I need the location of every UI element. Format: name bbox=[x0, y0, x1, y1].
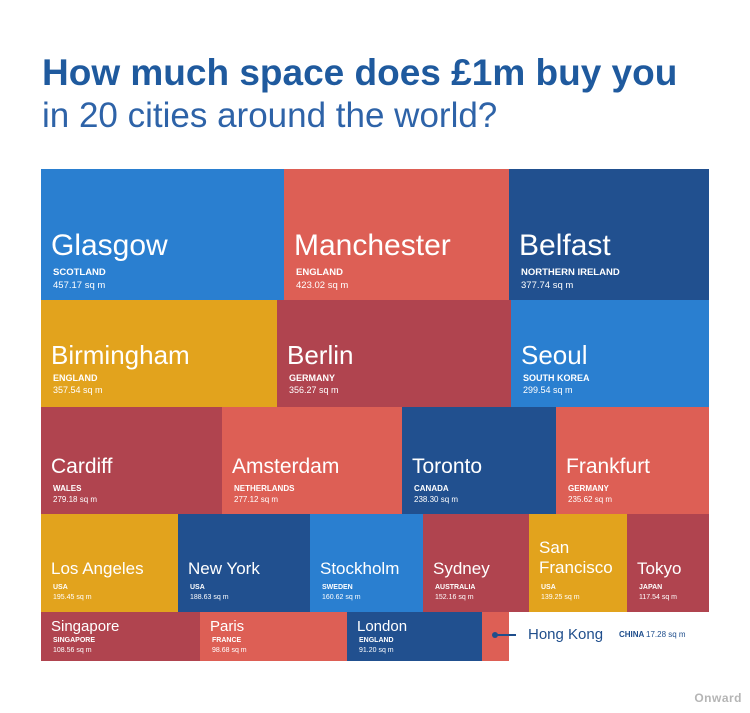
cell-city-name: Stockholm bbox=[320, 559, 400, 578]
cell-city-name: Manchester bbox=[294, 229, 451, 262]
treemap-cell-singapore: Singapore SINGAPORE 108.56 sq m bbox=[41, 612, 200, 661]
treemap-cell-manchester: Manchester ENGLAND 423.02 sq m bbox=[284, 169, 509, 300]
treemap-cell-glasgow: Glasgow SCOTLAND 457.17 sq m bbox=[41, 169, 284, 300]
treemap-cell-cardiff: Cardiff WALES 279.18 sq m bbox=[41, 407, 222, 514]
chart-title: How much space does £1m buy you in 20 ci… bbox=[42, 52, 722, 138]
cell-value: 152.16 sq m bbox=[435, 594, 474, 601]
treemap-cell-new-york: New York USA 188.63 sq m bbox=[178, 514, 310, 612]
cell-value: 377.74 sq m bbox=[521, 280, 574, 291]
cell-country: AUSTRALIA bbox=[435, 584, 476, 591]
cell-city-name: Seoul bbox=[521, 340, 588, 370]
cell-value: 117.54 sq m bbox=[639, 594, 678, 601]
cell-value: 299.54 sq m bbox=[523, 385, 573, 395]
callout-line bbox=[496, 634, 516, 636]
cell-value: 457.17 sq m bbox=[53, 280, 106, 291]
callout-value: 17.28 sq m bbox=[646, 630, 686, 639]
treemap-cell-san-francisco: San Francisco USA 139.25 sq m bbox=[529, 514, 627, 612]
cell-city-name: San Francisco bbox=[539, 538, 613, 578]
cell-value: 108.56 sq m bbox=[53, 647, 92, 654]
cell-city-name: Cardiff bbox=[51, 455, 113, 478]
treemap-cell-berlin: Berlin GERMANY 356.27 sq m bbox=[277, 300, 511, 407]
cell-city-name: Amsterdam bbox=[232, 455, 340, 478]
cell-country: ENGLAND bbox=[53, 373, 98, 383]
cell-city-name: Sydney bbox=[433, 559, 490, 578]
cell-country: SWEDEN bbox=[322, 584, 353, 591]
cell-value: 238.30 sq m bbox=[414, 495, 459, 504]
callout-country: CHINA bbox=[619, 630, 645, 639]
cell-country: SINGAPORE bbox=[53, 637, 96, 644]
cell-country: USA bbox=[53, 584, 68, 591]
cell-value: 91.20 sq m bbox=[359, 647, 394, 654]
callout-city-name: Hong Kong bbox=[528, 626, 604, 643]
treemap-cell-stockholm: Stockholm SWEDEN 160.62 sq m bbox=[310, 514, 423, 612]
cell-value: 277.12 sq m bbox=[234, 495, 279, 504]
cell-value: 235.62 sq m bbox=[568, 495, 613, 504]
cell-value: 188.63 sq m bbox=[190, 594, 229, 601]
cell-city-name: London bbox=[357, 618, 408, 635]
cell-value: 139.25 sq m bbox=[541, 594, 580, 601]
cell-city-name: Toronto bbox=[412, 455, 483, 478]
cell-city-name: Los Angeles bbox=[51, 559, 144, 578]
cell-country: GERMANY bbox=[289, 373, 336, 383]
cell-country: NETHERLANDS bbox=[234, 484, 295, 493]
cell-city-name: Glasgow bbox=[51, 229, 168, 262]
cell-country: USA bbox=[541, 584, 556, 591]
cell-city-name: Singapore bbox=[51, 618, 120, 635]
onward-logo: Onward bbox=[694, 691, 742, 705]
callout-dot bbox=[492, 632, 498, 638]
cell-country: WALES bbox=[53, 484, 82, 493]
cell-country: NORTHERN IRELAND bbox=[521, 267, 620, 278]
treemap-cell-birmingham: Birmingham ENGLAND 357.54 sq m bbox=[41, 300, 277, 407]
treemap-cell-seoul: Seoul SOUTH KOREA 299.54 sq m bbox=[511, 300, 709, 407]
cell-city-name: Tokyo bbox=[637, 559, 682, 578]
cell-value: 98.68 sq m bbox=[212, 647, 247, 654]
cell-country: SOUTH KOREA bbox=[523, 373, 590, 383]
treemap-cell-london: London ENGLAND 91.20 sq m bbox=[347, 612, 482, 661]
treemap-cell-amsterdam: Amsterdam NETHERLANDS 277.12 sq m bbox=[222, 407, 402, 514]
treemap-cell-paris: Paris FRANCE 98.68 sq m bbox=[200, 612, 347, 661]
cell-value: 195.45 sq m bbox=[53, 594, 92, 601]
cell-country: JAPAN bbox=[639, 584, 663, 591]
cell-city-name: Frankfurt bbox=[566, 455, 651, 478]
cell-value: 356.27 sq m bbox=[289, 385, 339, 395]
cell-city-name: New York bbox=[188, 559, 260, 578]
cell-value: 423.02 sq m bbox=[296, 280, 349, 291]
title-line-1: How much space does £1m buy you bbox=[42, 52, 678, 93]
cell-country: CANADA bbox=[414, 484, 449, 493]
cell-country: USA bbox=[190, 584, 205, 591]
treemap-cell-los-angeles: Los Angeles USA 195.45 sq m bbox=[41, 514, 178, 612]
cell-city-name: Paris bbox=[210, 618, 245, 635]
treemap-cell-toronto: Toronto CANADA 238.30 sq m bbox=[402, 407, 556, 514]
cell-country: ENGLAND bbox=[296, 267, 343, 278]
cell-country: FRANCE bbox=[212, 637, 242, 644]
cell-city-name: Birmingham bbox=[51, 340, 190, 370]
cell-city-name: Berlin bbox=[287, 340, 354, 370]
cell-value: 160.62 sq m bbox=[322, 594, 361, 601]
treemap-cell-tokyo: Tokyo JAPAN 117.54 sq m bbox=[627, 514, 709, 612]
cell-country: GERMANY bbox=[568, 484, 609, 493]
cell-country: ENGLAND bbox=[359, 637, 394, 644]
cell-country: SCOTLAND bbox=[53, 267, 106, 278]
treemap-cell-frankfurt: Frankfurt GERMANY 235.62 sq m bbox=[556, 407, 709, 514]
treemap-cell-sydney: Sydney AUSTRALIA 152.16 sq m bbox=[423, 514, 529, 612]
title-line-2: in 20 cities around the world? bbox=[42, 96, 498, 135]
cell-value: 279.18 sq m bbox=[53, 495, 98, 504]
cell-value: 357.54 sq m bbox=[53, 385, 103, 395]
treemap-cell-belfast: Belfast NORTHERN IRELAND 377.74 sq m bbox=[509, 169, 709, 300]
cell-city-name: Belfast bbox=[519, 229, 611, 262]
